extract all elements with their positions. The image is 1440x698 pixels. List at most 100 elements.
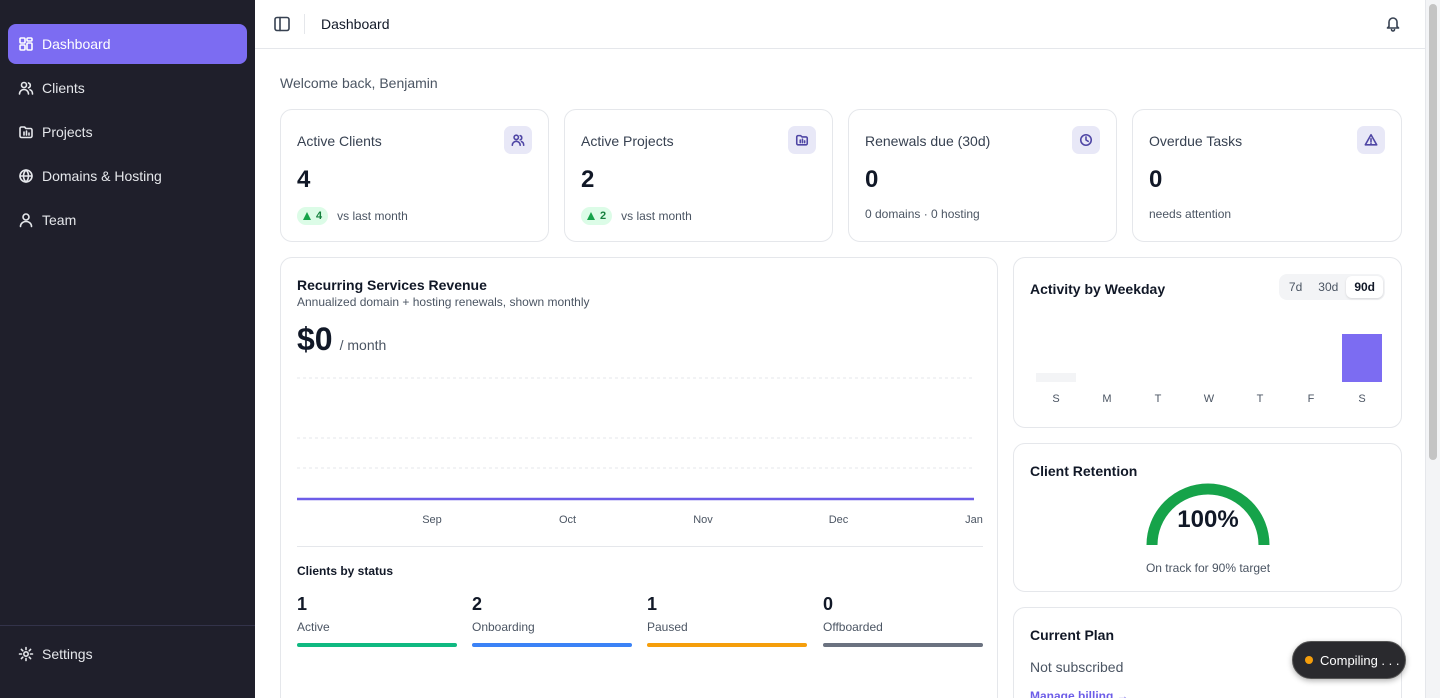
dashboard-icon — [18, 36, 34, 52]
status-label: Active — [297, 620, 330, 634]
user-icon — [18, 212, 34, 228]
status-label: Onboarding — [472, 620, 535, 634]
activity-card: Activity by Weekday 7d 30d 90d S M T W T F S — [1013, 257, 1402, 428]
arrow-up-icon — [303, 212, 311, 220]
stat-sub: 2 vs last month — [581, 207, 692, 225]
stat-value: 4 — [297, 166, 311, 193]
scrollbar-thumb[interactable] — [1429, 4, 1437, 460]
x-tick-label: Dec — [829, 514, 849, 526]
section-divider — [297, 546, 983, 547]
bell-icon[interactable] — [1384, 14, 1402, 32]
retention-value: 100% — [1177, 506, 1239, 533]
header-separator — [304, 14, 305, 34]
weekday-bar-empty — [1087, 373, 1127, 382]
revenue-line-chart: Sep Oct Nov Dec Jan — [297, 377, 983, 526]
status-count: 2 — [472, 594, 483, 614]
plan-status: Not subscribed — [1030, 659, 1124, 675]
stat-value: 0 — [865, 166, 879, 193]
manage-billing-link[interactable]: Manage billing → — [1030, 689, 1129, 698]
stat-sub: 4 vs last month — [297, 207, 408, 225]
stat-sub: 0 domains · 0 hosting — [865, 207, 980, 221]
status-onboarding: 2 Onboarding — [472, 594, 632, 647]
weekday-bar-empty — [1189, 373, 1229, 382]
arrow-up-icon — [587, 212, 595, 220]
top-header: Dashboard — [255, 0, 1425, 49]
sidebar-item-label: Domains & Hosting — [42, 168, 162, 184]
sidebar-item-team[interactable]: Team — [8, 200, 247, 240]
status-count: 1 — [297, 594, 308, 614]
globe-icon — [18, 168, 34, 184]
retention-card: Client Retention 100% On track for 90% t… — [1013, 443, 1402, 592]
status-count: 0 — [823, 594, 834, 614]
stat-value: 2 — [581, 166, 595, 193]
stat-card-active-clients: Active Clients 4 4 vs last month — [280, 109, 549, 242]
delta-badge: 2 — [581, 207, 613, 225]
weekday-bar-empty — [1291, 373, 1331, 382]
range-90d-button[interactable]: 90d — [1346, 276, 1383, 298]
status-active: 1 Active — [297, 594, 457, 647]
sidebar-item-projects[interactable]: Projects — [8, 112, 247, 152]
stat-label: Active Clients — [297, 133, 382, 149]
x-tick-label: Oct — [559, 514, 576, 526]
stat-value: 0 — [1149, 166, 1163, 193]
status-offboarded: 0 Offboarded — [823, 594, 983, 647]
sidebar-item-label: Projects — [42, 124, 93, 140]
range-30d-button[interactable]: 30d — [1318, 280, 1339, 294]
weekday-label: S — [1358, 393, 1365, 405]
stat-label: Renewals due (30d) — [865, 133, 991, 149]
sidebar-item-clients[interactable]: Clients — [8, 68, 247, 108]
sidebar-item-label: Team — [42, 212, 77, 228]
revenue-card: Recurring Services Revenue Annualized do… — [280, 257, 998, 698]
stat-card-overdue-tasks: Overdue Tasks 0 needs attention — [1132, 109, 1402, 242]
weekday-bar — [1342, 334, 1382, 382]
sidebar-item-dashboard[interactable]: Dashboard — [8, 24, 247, 64]
status-paused: 1 Paused — [647, 594, 807, 647]
status-label: Paused — [647, 620, 688, 634]
compiling-toast[interactable]: Compiling . . . — [1292, 641, 1406, 679]
revenue-value: $0 — [297, 321, 333, 357]
folder-icon — [788, 126, 816, 154]
revenue-amount: $0 / month — [297, 321, 386, 358]
sidebar-item-label: Dashboard — [42, 36, 111, 52]
stat-card-renewals-due: Renewals due (30d) 0 0 domains · 0 hosti… — [848, 109, 1117, 242]
range-7d-button[interactable]: 7d — [1288, 280, 1303, 294]
sidebar-item-label: Settings — [42, 646, 93, 662]
delta-badge: 4 — [297, 207, 329, 225]
sidebar: Dashboard Clients Projects Domains & Hos… — [0, 0, 255, 698]
sidebar-divider — [0, 625, 255, 626]
weekday-bar-empty — [1240, 373, 1280, 382]
weekday-label: T — [1257, 393, 1264, 405]
weekday-label: T — [1155, 393, 1162, 405]
revenue-subtitle: Annualized domain + hosting renewals, sh… — [297, 295, 590, 309]
status-dot-icon — [1305, 656, 1313, 664]
stat-label: Active Projects — [581, 133, 674, 149]
weekday-bar-empty — [1036, 373, 1076, 382]
x-tick-label: Sep — [422, 514, 442, 526]
retention-caption: On track for 90% target — [1145, 561, 1271, 575]
users-icon — [504, 126, 532, 154]
weekday-label: W — [1204, 393, 1215, 405]
sidebar-item-domains-hosting[interactable]: Domains & Hosting — [8, 156, 247, 196]
page-scrollbar[interactable] — [1425, 0, 1440, 698]
revenue-period: / month — [339, 337, 387, 353]
x-tick-label: Jan — [965, 514, 983, 526]
retention-title: Client Retention — [1030, 463, 1138, 479]
range-selector: 7d 30d 90d — [1278, 274, 1385, 300]
clients-status-title: Clients by status — [297, 564, 394, 578]
revenue-title: Recurring Services Revenue — [297, 277, 487, 293]
status-bar — [472, 643, 632, 647]
folder-icon — [18, 124, 34, 140]
page-title: Dashboard — [321, 16, 390, 32]
sidebar-toggle-icon[interactable] — [273, 15, 291, 33]
weekday-bar-empty — [1138, 373, 1178, 382]
users-icon — [18, 80, 34, 96]
stat-card-active-projects: Active Projects 2 2 vs last month — [564, 109, 833, 242]
status-bar — [297, 643, 457, 647]
sidebar-item-settings[interactable]: Settings — [8, 634, 247, 674]
status-bar — [823, 643, 983, 647]
stat-label: Overdue Tasks — [1149, 133, 1243, 149]
alert-icon — [1357, 126, 1385, 154]
plan-title: Current Plan — [1030, 627, 1115, 643]
clock-icon — [1072, 126, 1100, 154]
